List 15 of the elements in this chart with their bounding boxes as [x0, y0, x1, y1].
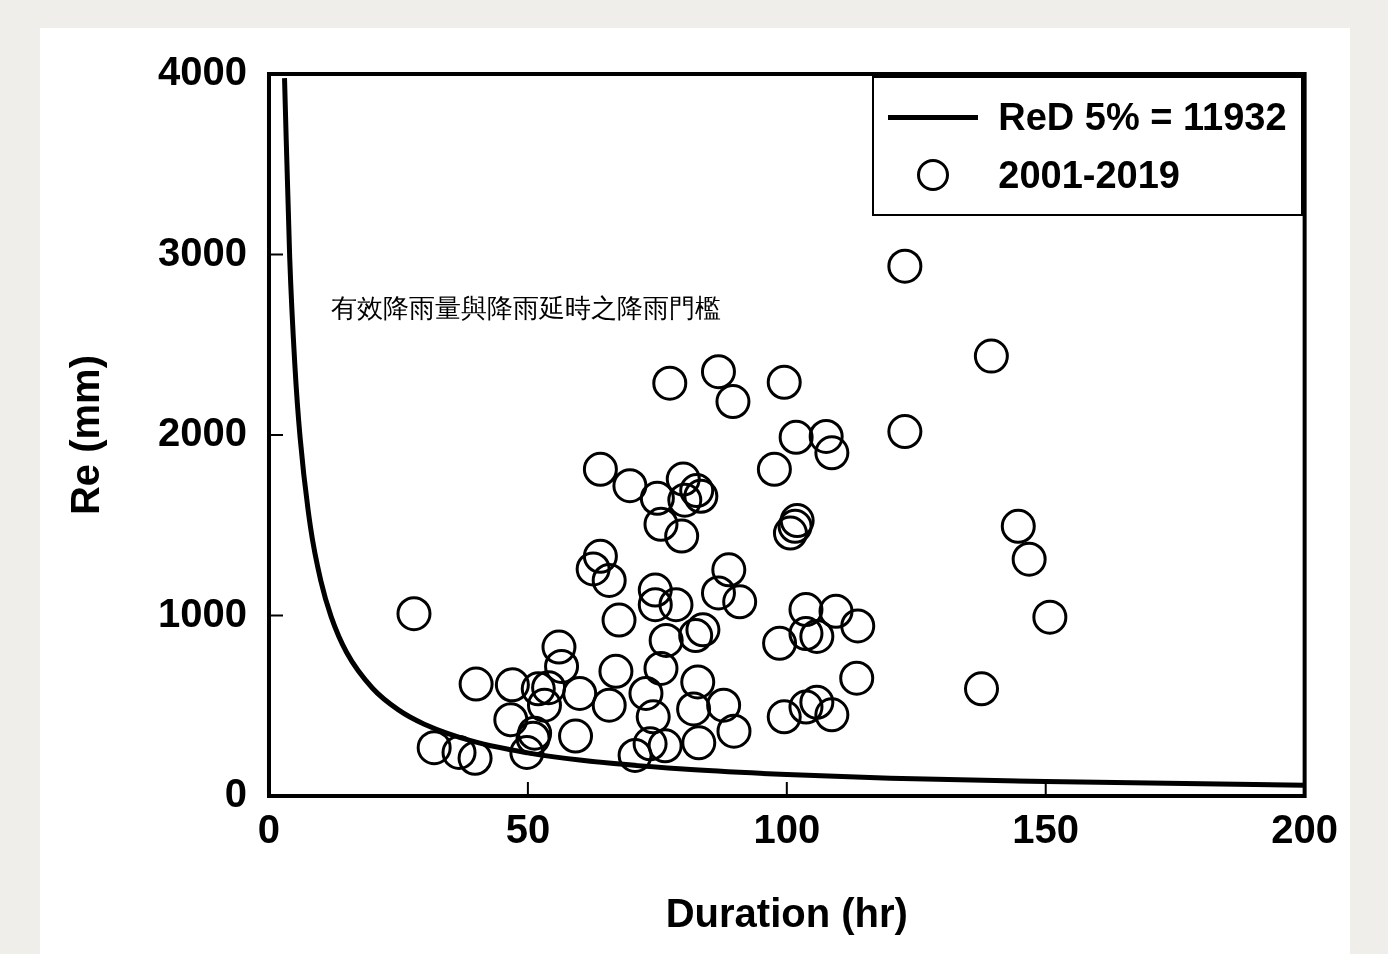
- x-tick-label: 100: [753, 807, 821, 852]
- y-tick-label: 2000: [158, 410, 247, 455]
- x-tick-label: 200: [1271, 807, 1339, 852]
- legend-label: 2001-2019: [998, 153, 1180, 197]
- y-axis-title: Re (mm): [63, 354, 108, 516]
- x-axis-title: Duration (hr): [665, 891, 908, 936]
- y-tick-label: 4000: [158, 49, 247, 94]
- x-tick-label: 50: [505, 807, 551, 852]
- y-tick-label: 1000: [158, 590, 247, 635]
- legend-label: ReD 5% = 11932: [998, 95, 1287, 139]
- annotation: 有效降雨量與降雨延時之降雨門檻: [331, 291, 722, 325]
- x-tick-label: 0: [257, 807, 281, 852]
- y-tick-label: 3000: [158, 229, 247, 274]
- y-tick-label: 0: [224, 771, 247, 816]
- x-tick-label: 150: [1012, 807, 1080, 852]
